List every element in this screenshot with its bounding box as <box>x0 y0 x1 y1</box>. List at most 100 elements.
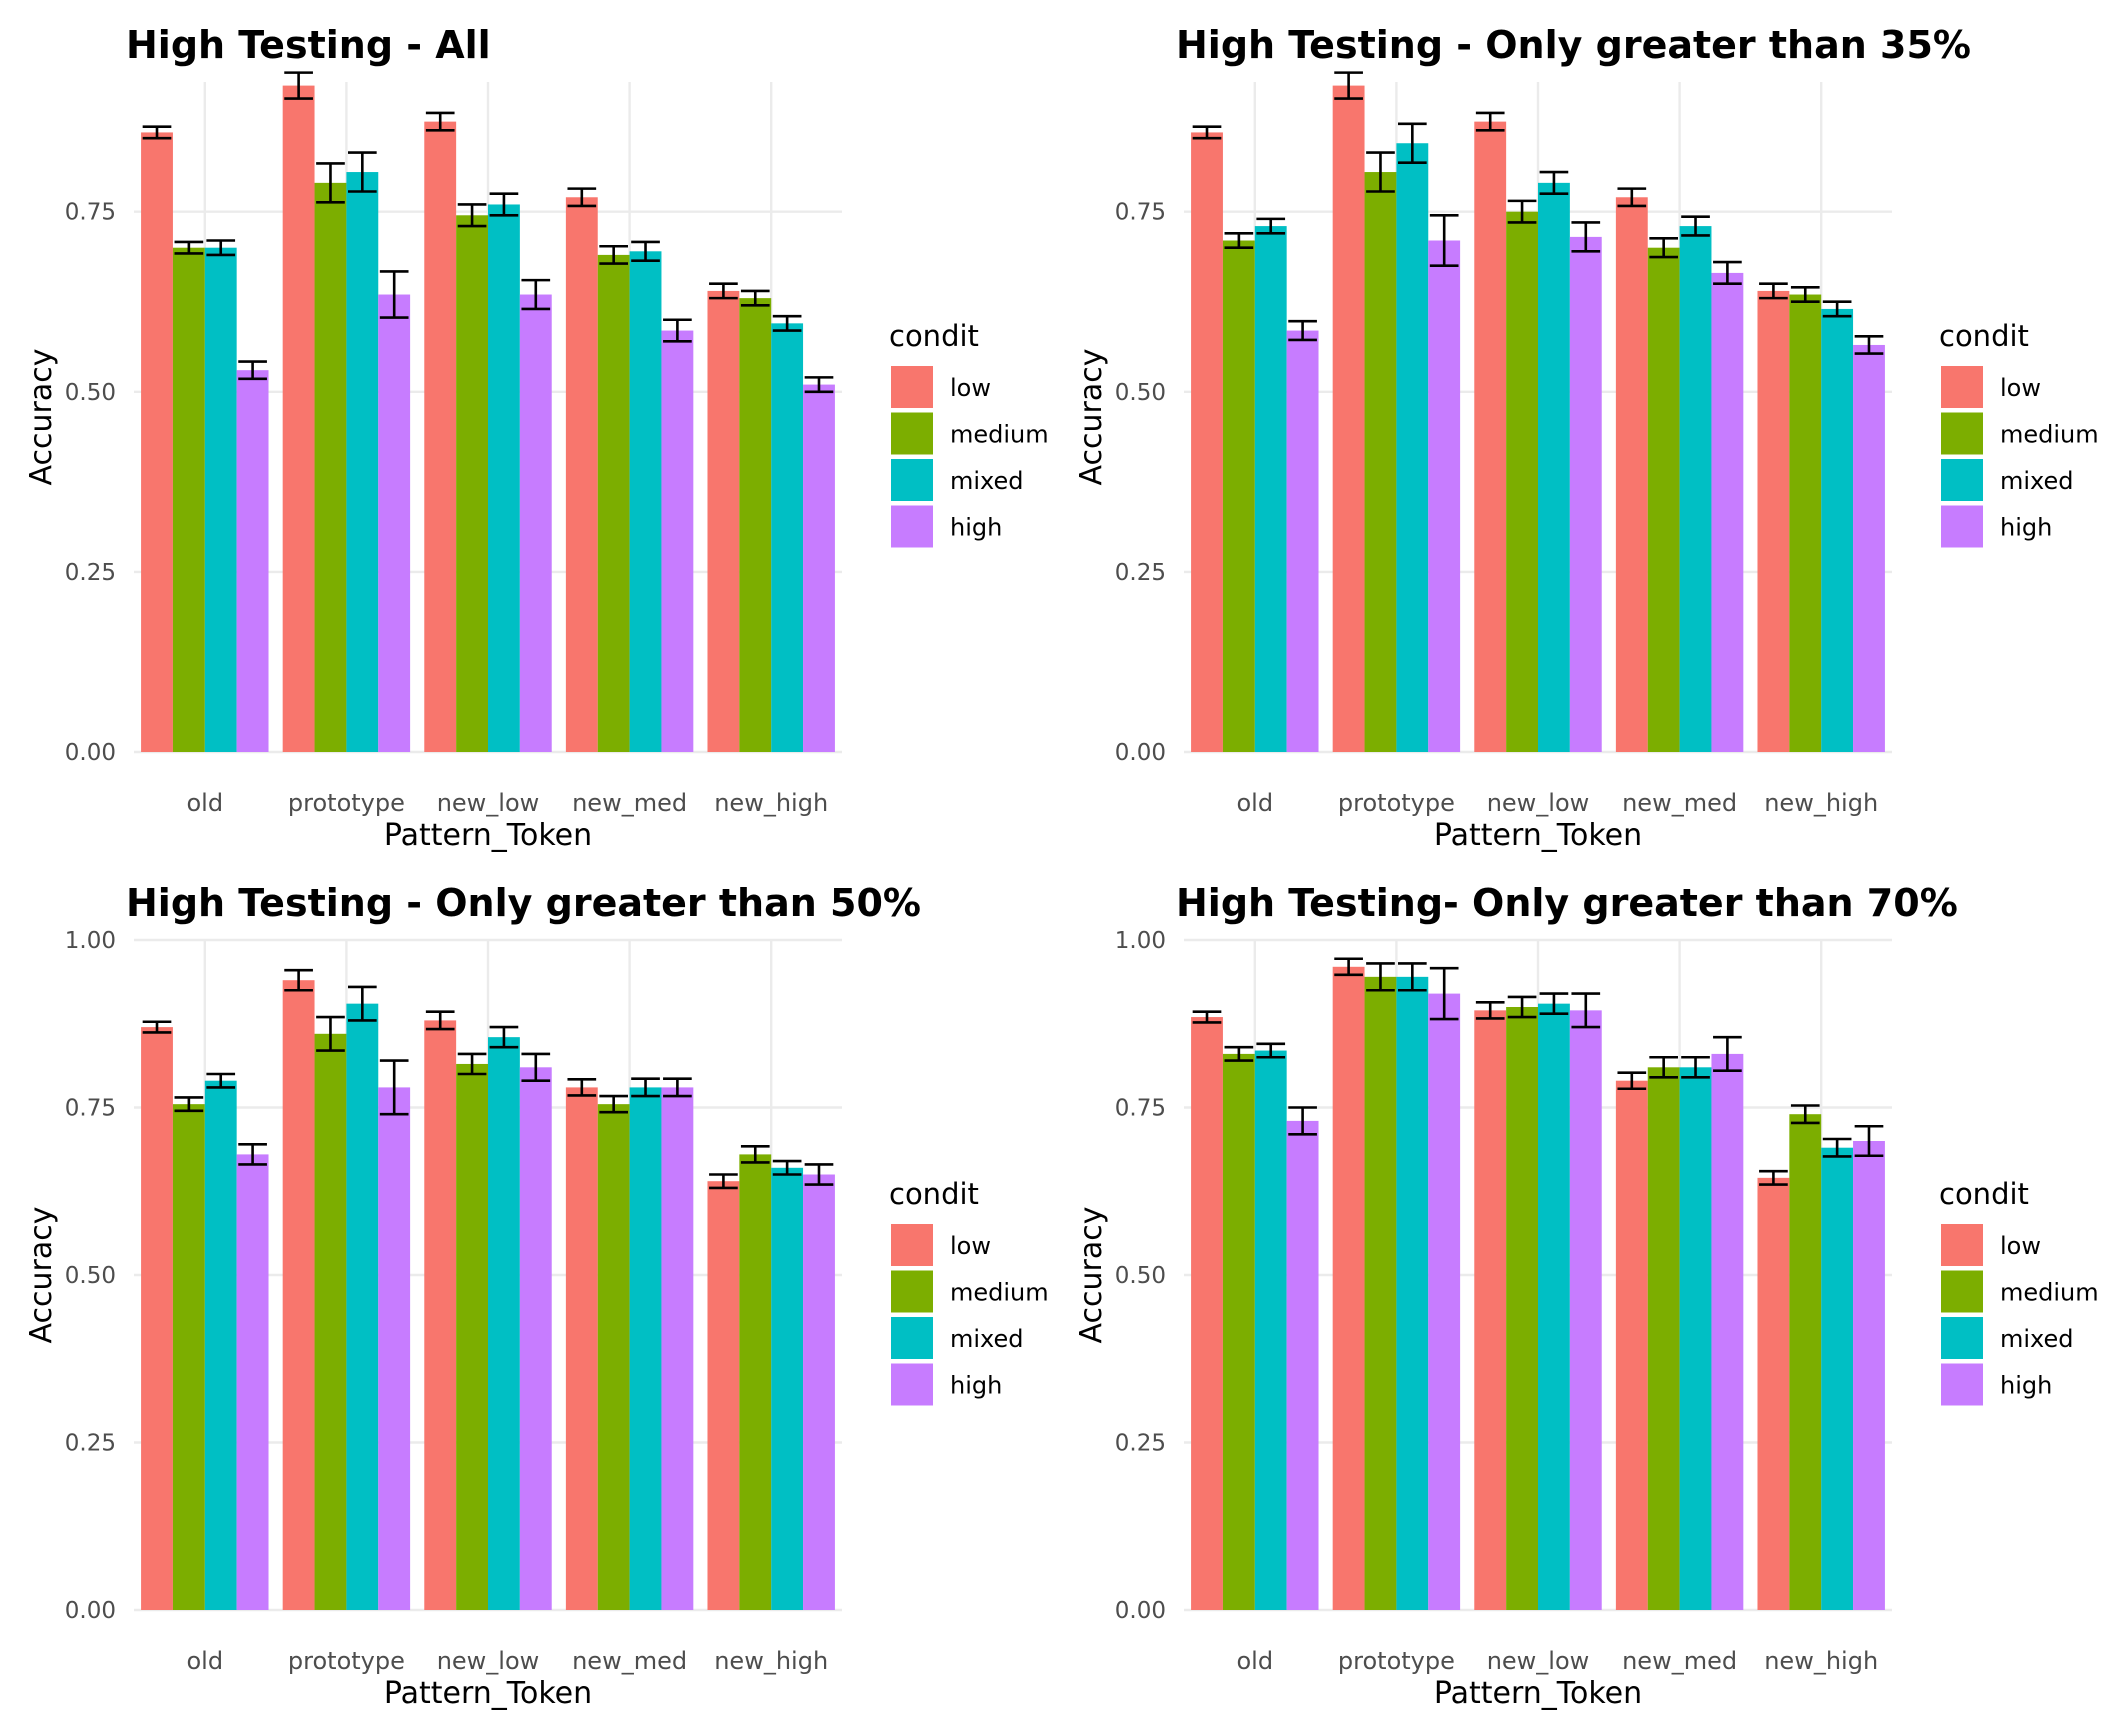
bar-mixed-new_low <box>1538 182 1570 752</box>
error-bar-high-new_low <box>521 278 551 311</box>
legend-key-mixed <box>1941 1317 1983 1359</box>
y-tick-label: 0.00 <box>65 740 116 766</box>
error-bar-low-old <box>1192 125 1222 140</box>
error-bar-low-old <box>1192 1010 1222 1024</box>
x-tick-labels: old prototype new_low new_med new_high <box>1237 789 1879 817</box>
bar-mixed-new_med <box>629 251 662 752</box>
panel-2: 0.00 0.25 0.50 0.75 old prototype new_low new_m… <box>1074 23 2099 853</box>
error-bar-low-prototype <box>284 71 313 100</box>
chart-title: High Testing - Only greater than 35% <box>1176 23 1971 67</box>
error-bar-low-new_low <box>1475 1001 1505 1020</box>
error-bar-high-old <box>1288 1106 1317 1136</box>
error-bar-medium-prototype <box>316 1015 345 1052</box>
bar-medium-new_high <box>739 298 772 752</box>
bar-low-prototype <box>282 980 315 1610</box>
legend-title: condit <box>1939 1177 2029 1211</box>
error-bar-high-new_high <box>1854 1124 1884 1158</box>
error-bar-medium-new_low <box>457 203 487 228</box>
y-axis-title: Accuracy <box>24 349 59 486</box>
y-axis-title: Accuracy <box>1074 349 1109 486</box>
bar-medium-new_high <box>1789 1114 1822 1610</box>
y-tick-label: 0.50 <box>65 1263 116 1289</box>
bar-low-new_med <box>1615 197 1648 753</box>
x-tick-label: new_high <box>1764 789 1878 817</box>
panel-3: 0.00 0.25 0.50 0.75 1.00 old prototype new_low n… <box>24 881 1049 1711</box>
legend-label-mixed: mixed <box>2000 467 2074 495</box>
bar-high-new_high <box>1853 1141 1885 1610</box>
legend-title: condit <box>1939 319 2029 353</box>
error-bar-mixed-old <box>206 1072 236 1089</box>
error-bar-mixed-new_high <box>1822 300 1852 318</box>
y-tick-label: 0.00 <box>1115 740 1166 766</box>
x-tick-label: prototype <box>288 1647 405 1675</box>
y-axis-title: Accuracy <box>1074 1207 1109 1344</box>
legend-label-medium: medium <box>950 421 1049 449</box>
error-bar-high-new_low <box>1571 992 1601 1029</box>
error-bar-mixed-new_high <box>772 1159 802 1176</box>
error-bar-medium-new_high <box>740 289 770 307</box>
x-tick-label: prototype <box>1338 789 1455 817</box>
legend-key-low <box>891 1224 933 1266</box>
error-bars <box>1192 71 1884 355</box>
y-axis-title: Accuracy <box>24 1207 59 1344</box>
bar-mixed-old <box>204 247 237 753</box>
error-bar-low-prototype <box>1334 957 1363 977</box>
bar-high-new_low <box>1569 1010 1602 1610</box>
error-bar-high-prototype <box>1429 213 1459 268</box>
legend-key-medium <box>1941 1270 1983 1313</box>
legend-label-high: high <box>2000 514 2052 542</box>
error-bar-medium-old <box>1224 231 1254 249</box>
x-tick-label: old <box>1237 789 1274 817</box>
bar-high-prototype <box>378 294 411 752</box>
bar-mixed-prototype <box>346 172 379 752</box>
error-bars <box>1192 957 1884 1186</box>
bar-mixed-old <box>1254 226 1287 752</box>
legend: condit low medium mixed high <box>1939 1177 2099 1406</box>
error-bar-medium-prototype <box>316 162 345 204</box>
x-tick-label: new_med <box>572 789 687 817</box>
error-bar-low-new_med <box>1617 187 1647 208</box>
bar-medium-new_med <box>1647 247 1680 753</box>
y-tick-label: 0.50 <box>1115 380 1166 406</box>
legend-key-low <box>1941 1224 1983 1266</box>
error-bar-high-old <box>1288 319 1317 342</box>
bar-low-old <box>141 132 173 752</box>
legend-label-low: low <box>2000 1232 2041 1260</box>
error-bar-low-new_low <box>425 111 455 132</box>
error-bar-medium-new_med <box>1649 237 1679 259</box>
bar-low-new_low <box>1474 1010 1507 1610</box>
bar-high-new_high <box>803 384 835 752</box>
bar-high-new_med <box>1711 1053 1744 1610</box>
chart-title: High Testing- Only greater than 70% <box>1176 881 1958 925</box>
x-tick-label: new_high <box>1764 1647 1878 1675</box>
error-bar-mixed-new_med <box>1681 1055 1710 1079</box>
bar-medium-new_med <box>597 1104 630 1610</box>
error-bar-low-new_med <box>1617 1071 1647 1091</box>
legend-label-mixed: mixed <box>2000 1325 2074 1353</box>
x-tick-labels: old prototype new_low new_med new_high <box>187 1647 829 1675</box>
error-bar-low-old <box>142 125 172 140</box>
error-bar-mixed-prototype <box>1397 122 1427 164</box>
y-tick-label: 0.25 <box>1115 1431 1166 1457</box>
legend-key-mixed <box>891 459 933 501</box>
bar-low-new_med <box>1615 1080 1648 1610</box>
x-tick-label: new_low <box>437 1647 540 1675</box>
x-tick-label: prototype <box>288 789 405 817</box>
error-bar-high-old <box>238 1143 267 1166</box>
error-bar-low-prototype <box>284 968 313 992</box>
legend: condit low medium mixed high <box>889 1177 1049 1406</box>
error-bars <box>142 71 834 394</box>
legend-label-low: low <box>950 1232 991 1260</box>
x-tick-label: new_low <box>1487 789 1590 817</box>
bar-medium-old <box>172 1104 205 1610</box>
error-bars <box>142 968 834 1190</box>
bar-high-old <box>236 370 269 752</box>
y-tick-label: 0.00 <box>1115 1598 1166 1624</box>
bar-low-old <box>141 1027 173 1610</box>
bar-low-new_low <box>424 1020 457 1610</box>
error-bar-mixed-new_high <box>1822 1137 1852 1158</box>
y-tick-label: 0.25 <box>1115 560 1166 586</box>
bar-low-new_high <box>707 1181 740 1610</box>
legend-label-mixed: mixed <box>950 1325 1024 1353</box>
x-tick-label: new_low <box>437 789 540 817</box>
